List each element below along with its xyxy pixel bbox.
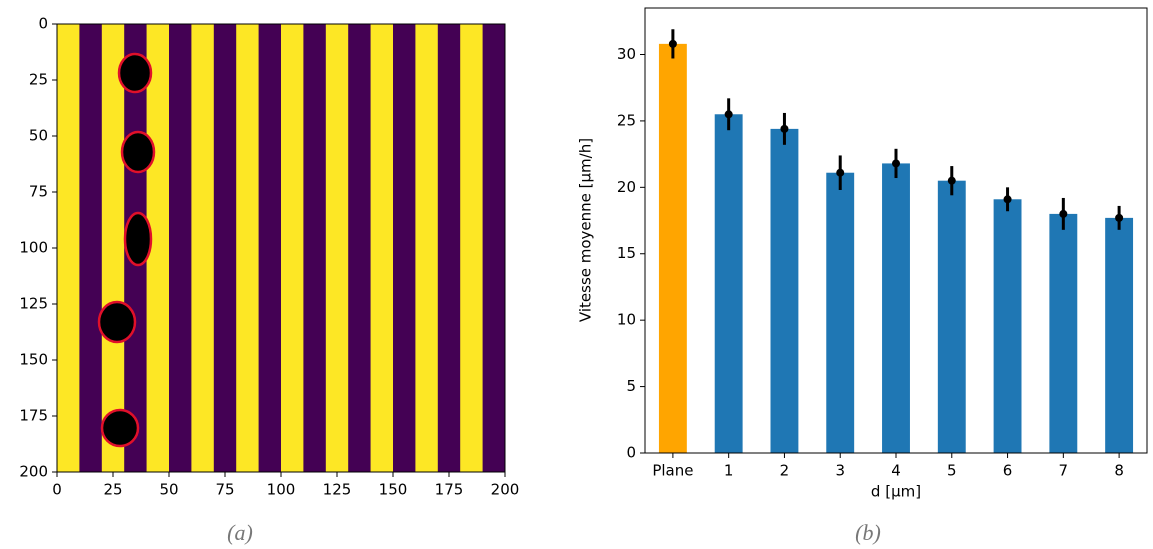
x-tick-label: 0: [52, 481, 62, 499]
stripe: [348, 24, 371, 472]
caption: (b): [855, 520, 881, 545]
stripe-image: [57, 24, 506, 472]
y-axis-label: Vitesse moyenne [μm/h]: [577, 138, 595, 322]
mean-point: [892, 159, 900, 168]
x-tick-label: 5: [947, 462, 957, 480]
y-tick-label: 25: [29, 71, 48, 89]
cell: [123, 211, 153, 267]
x-tick-label: 4: [891, 462, 901, 480]
mean-point: [836, 168, 845, 177]
cell: [100, 408, 140, 448]
y-tick-label: 175: [19, 407, 48, 425]
mean-point: [668, 39, 677, 48]
stripe: [460, 24, 483, 472]
x-tick-label: 50: [159, 481, 178, 499]
mean-point: [724, 110, 733, 119]
stripe: [101, 24, 125, 472]
x-tick-label: 100: [267, 481, 296, 499]
cells: [97, 52, 156, 448]
y-tick-label: 15: [617, 244, 636, 262]
x-tick-label: 2: [780, 462, 790, 480]
x-tick-label: 75: [215, 481, 234, 499]
y-tick-label: 75: [29, 183, 48, 201]
x-tick-label: Plane: [652, 462, 693, 480]
stripe: [415, 24, 439, 472]
stripe: [79, 24, 103, 472]
stripe: [437, 24, 461, 472]
stripe: [236, 24, 259, 472]
x-tick-label: 1: [724, 462, 734, 480]
y-tick-label: 25: [617, 111, 636, 129]
y-tick-label: 10: [617, 311, 636, 329]
x-tick-label: 8: [1114, 462, 1124, 480]
stripe: [169, 24, 192, 472]
x-tick-label: 125: [323, 481, 352, 499]
x-tick-label: 6: [1003, 462, 1013, 480]
mean-point: [1059, 209, 1068, 218]
stripe: [258, 24, 282, 472]
x-axis-label: d [μm]: [871, 483, 921, 501]
stripe: [303, 24, 327, 472]
axes-frame: [644, 7, 1148, 454]
x-tick-label: 3: [835, 462, 845, 480]
stripe: [213, 24, 237, 472]
stripe: [325, 24, 349, 472]
y-tick-label: 125: [19, 295, 48, 313]
y-tick-label: 200: [19, 463, 48, 481]
y-tick-label: 0: [38, 15, 48, 33]
y-tick-label: 20: [617, 178, 636, 196]
x-tick-label: 200: [491, 481, 520, 499]
mean-point: [1003, 195, 1012, 204]
bar: [993, 199, 1022, 453]
bar: [937, 180, 966, 453]
mean-point: [1115, 213, 1124, 222]
cell: [120, 130, 156, 174]
stripe: [281, 24, 304, 472]
x-tick-label: 175: [435, 481, 464, 499]
bar: [714, 114, 743, 454]
x-tick-label: 150: [379, 481, 408, 499]
stripe: [393, 24, 416, 472]
bar: [882, 163, 910, 453]
cell: [97, 300, 137, 344]
y-tick-label: 5: [626, 377, 636, 395]
mean-point: [780, 124, 789, 133]
stripe: [57, 24, 80, 472]
mean-point: [947, 176, 956, 185]
y-tick-label: 50: [29, 127, 48, 145]
bar: [1105, 217, 1134, 453]
stripe: [191, 24, 215, 472]
y-tick-label: 30: [617, 45, 636, 63]
x-tick-label: 25: [103, 481, 122, 499]
stripe: [370, 24, 394, 472]
cell: [117, 52, 153, 94]
x-tick-label: 7: [1059, 462, 1069, 480]
caption: (a): [227, 520, 253, 545]
y-tick-label: 100: [19, 239, 48, 257]
y-tick-label: 150: [19, 351, 48, 369]
bar: [658, 43, 687, 454]
stripe: [482, 24, 506, 472]
bar: [1049, 213, 1078, 453]
stripe: [146, 24, 170, 472]
bar: [770, 128, 799, 453]
y-tick-label: 0: [626, 444, 636, 462]
bar: [826, 172, 855, 453]
